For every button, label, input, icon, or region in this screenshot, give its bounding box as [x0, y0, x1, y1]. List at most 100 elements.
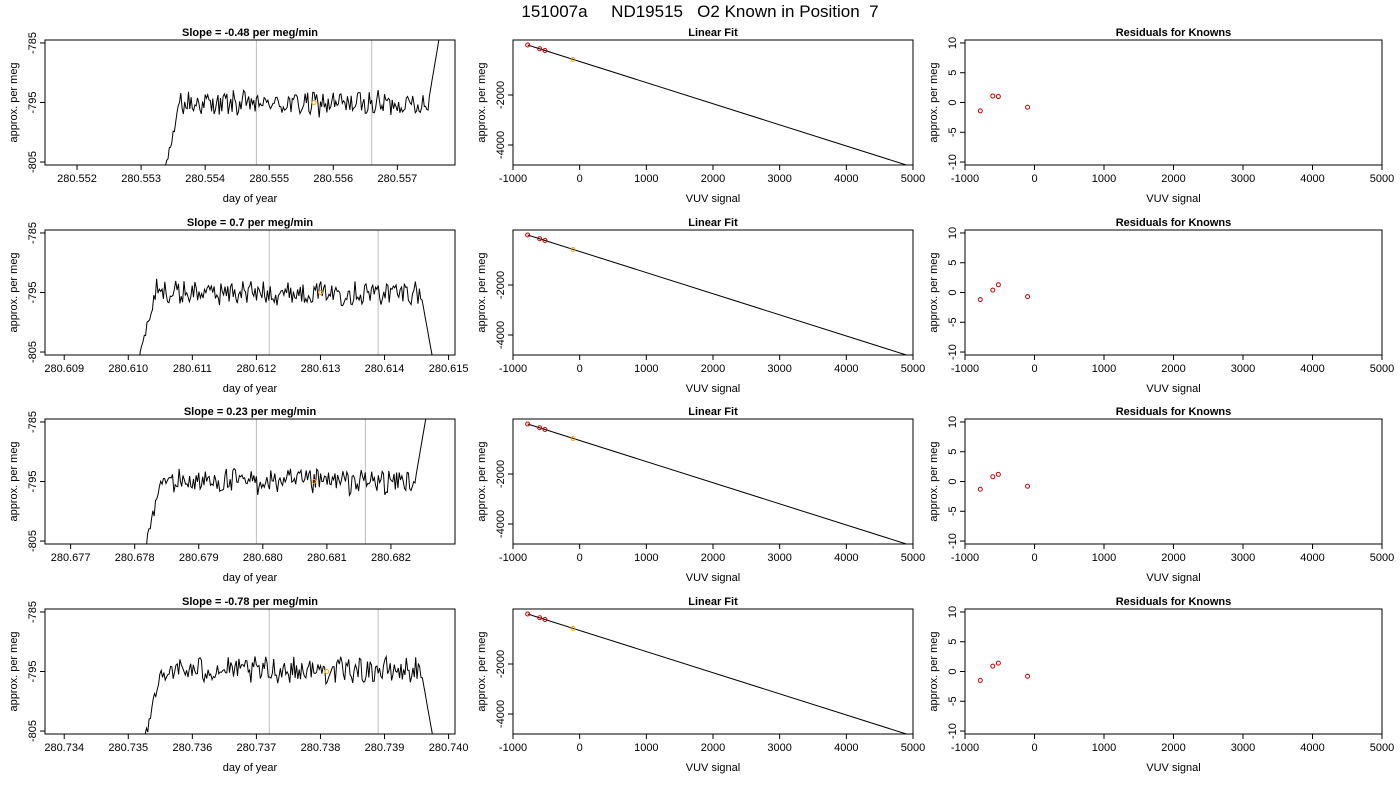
panel-r1c3-xtick-label-0: -1000	[951, 173, 979, 185]
panel-r1c2-xtick-label-6: 5000	[901, 173, 925, 185]
panel-r2c1-xtick-label-0: 280.609	[44, 363, 84, 375]
panel-r2c3-ytick-label-1: 5	[947, 260, 959, 266]
panel-r1c3-point-2	[995, 94, 1001, 100]
panel-r1c1-xtick-label-4: 280.556	[313, 173, 353, 185]
panel-r1c2-xtick-label-1: 0	[577, 173, 583, 185]
panel-r3c2-ylabel: approx. per meg	[476, 441, 488, 521]
panel-r4c2-xtick-label-1: 0	[577, 742, 583, 754]
panel-r3c3-ytick-label-1: 5	[947, 449, 959, 455]
panel-r3c2-frame	[512, 418, 914, 545]
panel-r4c1-ylabel: approx. per meg	[8, 631, 20, 711]
panel-r1c1-xlabel: day of year	[223, 193, 278, 205]
panel-r3c3-ytick-label-3: -5	[947, 506, 959, 516]
panel-r4c1-xtick-label-1: 280.735	[108, 742, 148, 754]
panel-r1c1-xtick-label-1: 280.553	[121, 173, 161, 185]
panel-r1c2-fit-line	[527, 44, 907, 166]
panel-r3c1-xtick-label-4: 280.681	[307, 552, 347, 564]
panel-r2c2-point-1	[537, 236, 543, 242]
panel-r3c3-ylabel: approx. per meg	[928, 441, 940, 521]
panel-r3c1-xtick-label-3: 280.680	[243, 552, 283, 564]
panel-r1c3-xtick-label-3: 2000	[1161, 173, 1185, 185]
panel-r2c3-xlabel: VUV signal	[1146, 383, 1200, 395]
panel-r4c1-xtick-label-3: 280.737	[237, 742, 277, 754]
panel-r4c2-title: Linear Fit	[688, 596, 738, 608]
panel-r2c2-xtick-label-6: 5000	[901, 363, 925, 375]
panel-r3c2-point-2	[542, 427, 548, 432]
panel-r3c3-title: Residuals for Knowns	[1116, 406, 1232, 418]
panel-r1c1-ytick-label-0: -785	[27, 32, 39, 54]
panel-r3c1-ytick-label-0: -785	[27, 411, 39, 433]
panel-r3c3-xtick-label-5: 4000	[1300, 552, 1324, 564]
panel-r4c2-point-2	[542, 617, 548, 622]
panel-r2c2-xtick-label-4: 3000	[767, 363, 791, 375]
panel-r1c2-xtick-label-2: 1000	[634, 173, 658, 185]
panel-r1c1-xtick-label-0: 280.552	[57, 173, 97, 185]
panel-r4c3-ytick-label-1: 5	[947, 639, 959, 645]
panel-r4c2-ytick-label-0: -2000	[495, 650, 507, 678]
panel-r2c2-xtick-label-1: 0	[577, 363, 583, 375]
panel-r3c3-xtick-label-1: 0	[1031, 552, 1037, 564]
panel-r3c2-xtick-label-3: 2000	[701, 552, 725, 564]
panel-r2c1-xtick-label-3: 280.612	[237, 363, 277, 375]
panel-r3c2-xtick-label-4: 3000	[767, 552, 791, 564]
panel-r4c3-ytick-label-2: 0	[947, 668, 959, 674]
panel-r1c1-xtick-label-2: 280.554	[185, 173, 225, 185]
panel-r3c3-ytick-label-4: -10	[947, 533, 959, 549]
panel-r2c3-frame	[964, 229, 1383, 356]
panel-r4c3-xtick-label-2: 1000	[1092, 742, 1116, 754]
panel-r4c2-highlight-point	[570, 626, 576, 631]
panel-r2c2-point-2	[542, 238, 548, 243]
panel-r1c3-xtick-label-2: 1000	[1092, 173, 1116, 185]
panel-r4c1-marker	[324, 669, 330, 674]
panel-r2c3-xtick-label-0: -1000	[951, 363, 979, 375]
panel-r3c2-point-1	[537, 425, 543, 431]
panel-r4c1-xtick-label-6: 280.740	[429, 742, 469, 754]
panel-r4c3-xtick-label-1: 0	[1031, 742, 1037, 754]
panel-r2c1-xtick-label-6: 280.615	[429, 363, 469, 375]
panel-r3c2-fit-line	[527, 423, 907, 545]
panel-r2c2-ytick-label-0: -2000	[495, 271, 507, 299]
panel-r4c1-xtick-label-2: 280.736	[172, 742, 212, 754]
panel-r2c3-xtick-label-3: 2000	[1161, 363, 1185, 375]
panel-r3c1-ytick-label-2: -805	[27, 530, 39, 552]
panel-r4c2-point-1	[537, 615, 543, 621]
panel-r3c1-ytick-label-1: -795	[27, 470, 39, 492]
panel-r1c3-point-0	[977, 108, 983, 114]
panel-r1c3-frame	[964, 39, 1383, 166]
panel-r1c3-title: Residuals for Knowns	[1116, 27, 1232, 39]
panel-r2c1-xtick-label-1: 280.610	[108, 363, 148, 375]
panel-r4c1-xtick-label-5: 280.739	[365, 742, 405, 754]
panel-r4c2-point-0	[525, 611, 531, 617]
panel-r1c2-title: Linear Fit	[688, 27, 738, 39]
panel-r3c3-point-0	[977, 486, 983, 492]
panel-r4c3-xtick-label-6: 5000	[1370, 742, 1394, 754]
panel-r1c3-ytick-label-0: 10	[947, 37, 959, 49]
panel-r2c2-xlabel: VUV signal	[686, 383, 740, 395]
panel-r4c3-title: Residuals for Knowns	[1116, 596, 1232, 608]
panel-r1c1-ylabel: approx. per meg	[8, 62, 20, 142]
panel-r3c2-xtick-label-6: 5000	[901, 552, 925, 564]
panel-r4c3-point-1	[990, 663, 996, 669]
panel-r1c2-xtick-label-0: -1000	[499, 173, 527, 185]
panel-r3c2-title: Linear Fit	[688, 406, 738, 418]
panel-r3c3-xtick-label-6: 5000	[1370, 552, 1394, 564]
panel-r1c3-point-1	[990, 93, 996, 99]
panel-r4c2-xtick-label-5: 4000	[834, 742, 858, 754]
panel-r2c3-point-3	[1025, 294, 1031, 300]
panel-r1c3-ytick-label-4: -10	[947, 154, 959, 170]
panel-r2c3-point-0	[977, 297, 983, 303]
panel-r3c3-xtick-label-4: 3000	[1231, 552, 1255, 564]
panel-r4c3-ylabel: approx. per meg	[928, 631, 940, 711]
panel-r2c2-frame	[512, 229, 914, 356]
panel-r2c2-ytick-label-1: -4000	[495, 321, 507, 349]
panel-r2c3-ytick-label-0: 10	[947, 227, 959, 239]
panel-r1c2-point-0	[525, 42, 531, 48]
panel-r1c2-highlight-point	[570, 57, 576, 62]
panel-r1c3-ytick-label-3: -5	[947, 127, 959, 137]
panel-r3c2-xtick-label-1: 0	[577, 552, 583, 564]
panel-r2c1-xlabel: day of year	[223, 383, 278, 395]
panel-r3c1-title: Slope = 0.23 per meg/min	[184, 406, 317, 418]
panel-r4c3-point-0	[977, 677, 983, 683]
panel-r2c3-ylabel: approx. per meg	[928, 252, 940, 332]
panel-r4c1-ytick-label-1: -795	[27, 660, 39, 682]
